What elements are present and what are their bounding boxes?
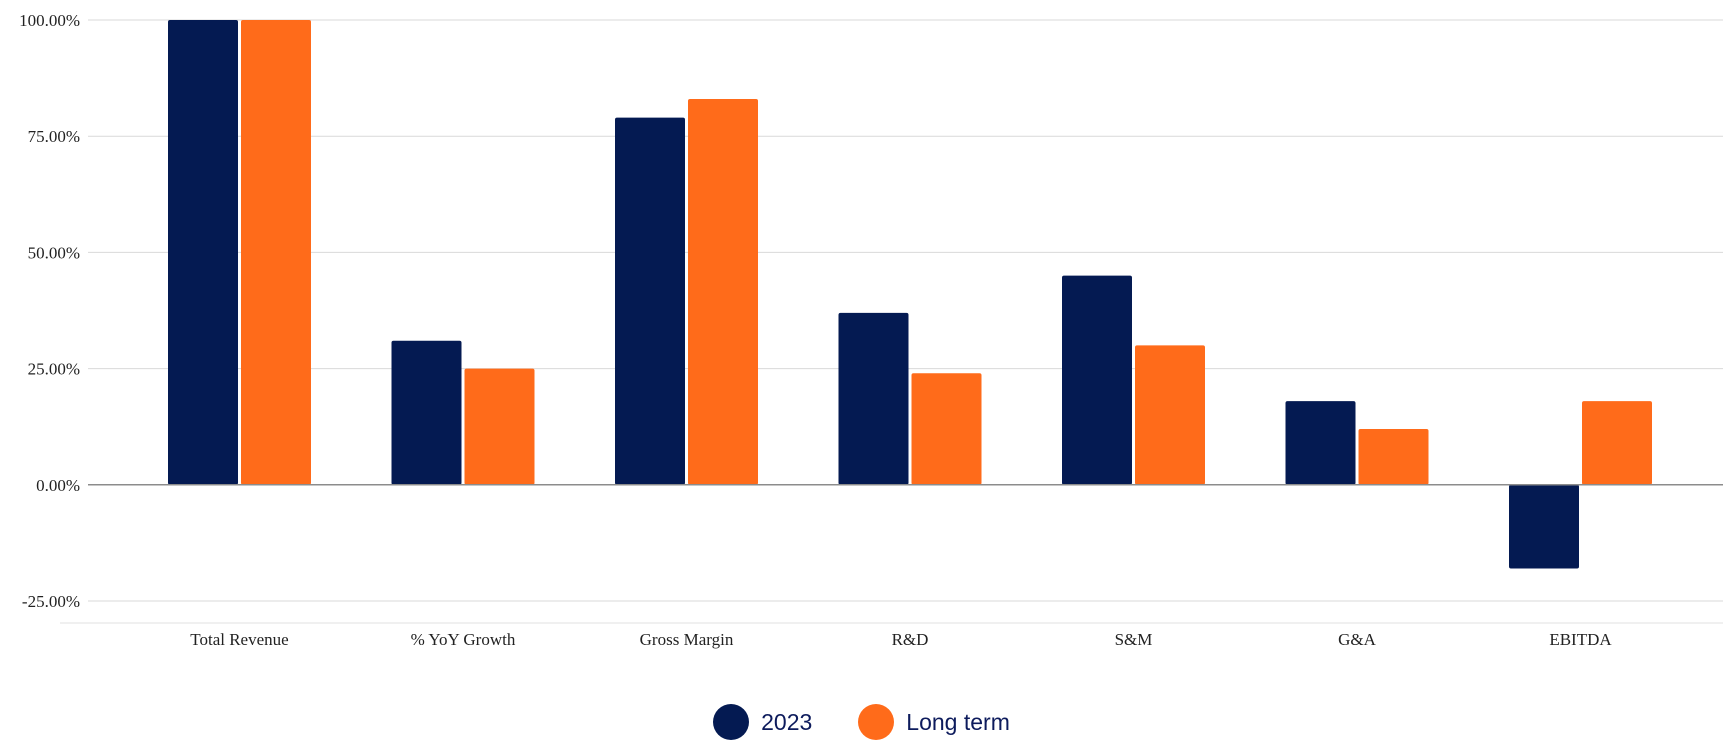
bar-long-term[interactable] (1582, 401, 1652, 485)
x-tick-label: EBITDA (1549, 630, 1612, 649)
x-tick-label: R&D (892, 630, 929, 649)
bar-2023[interactable] (391, 340, 462, 485)
y-tick-label: 75.00% (28, 127, 80, 146)
legend-swatch-2023 (713, 704, 750, 740)
bar-2023[interactable] (168, 20, 238, 485)
x-tick-label: G&A (1338, 630, 1377, 649)
bar-long-term[interactable] (464, 368, 535, 485)
bar-long-term[interactable] (1358, 429, 1429, 485)
bars (168, 20, 1652, 569)
bar-2023[interactable] (838, 312, 909, 485)
x-tick-label: Gross Margin (640, 630, 734, 649)
legend-item-long-term[interactable]: Long term (858, 704, 1010, 740)
x-tick-label: % YoY Growth (411, 630, 516, 649)
bar-long-term[interactable] (241, 20, 311, 485)
bar-2023[interactable] (615, 117, 685, 485)
x-tick-label: S&M (1115, 630, 1153, 649)
gridlines (60, 19, 1723, 624)
y-tick-label: 25.00% (28, 360, 80, 379)
bar-long-term[interactable] (688, 99, 758, 485)
x-tick-label: Total Revenue (190, 630, 288, 649)
axes: 100.00% 75.00% 50.00% 25.00% 0.00% -25.00% Tot… (19, 11, 1723, 649)
bar-2023[interactable] (1062, 275, 1132, 485)
bar-2023[interactable] (1285, 401, 1356, 485)
y-tick-label: 100.00% (19, 11, 80, 30)
legend-label-2023: 2023 (761, 708, 813, 735)
legend-swatch-long-term (858, 704, 895, 740)
legend-item-2023[interactable]: 2023 (713, 704, 812, 740)
y-tick-label: -25.00% (22, 592, 80, 611)
legend: 2023 Long term (0, 704, 1723, 740)
y-tick-label: 0.00% (36, 476, 80, 495)
y-tick-label: 50.00% (28, 243, 80, 262)
bar-long-term[interactable] (911, 373, 982, 485)
bar-long-term[interactable] (1135, 345, 1205, 485)
bar-2023[interactable] (1509, 484, 1579, 569)
legend-label-long-term: Long term (906, 708, 1010, 735)
